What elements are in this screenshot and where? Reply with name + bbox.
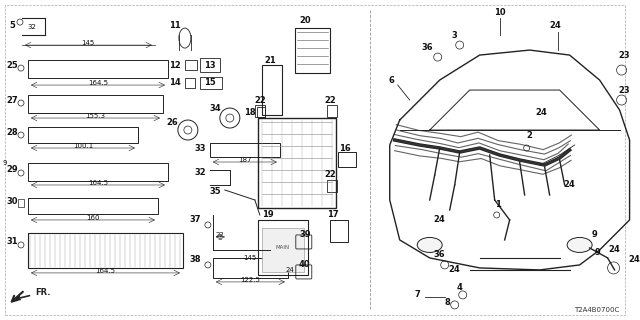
Text: 9: 9 [595,248,600,257]
Bar [330,220,348,242]
Text: 31: 31 [6,237,18,246]
Text: 22: 22 [324,96,335,105]
Text: 3: 3 [452,31,458,40]
Text: 24: 24 [434,215,445,224]
Text: 32: 32 [28,24,36,30]
Text: 24: 24 [550,20,561,29]
Text: 122.5: 122.5 [240,277,260,283]
Text: 35: 35 [209,188,221,196]
Text: 8: 8 [445,299,451,308]
Text: 16: 16 [339,143,351,153]
Bar [295,28,330,73]
Bar [185,78,195,88]
Text: 24: 24 [609,245,620,254]
Bar [18,199,24,207]
Text: 164.5: 164.5 [88,80,108,86]
Text: 2: 2 [527,131,532,140]
Text: 29: 29 [6,165,18,174]
Bar [262,65,282,115]
Text: 164.5: 164.5 [88,180,108,186]
Text: FR.: FR. [17,288,51,300]
Text: 100.1: 100.1 [73,143,93,149]
Bar [327,180,337,192]
Text: 33: 33 [194,143,205,153]
Bar [213,258,288,278]
Text: 40: 40 [299,260,310,269]
Text: 14: 14 [169,77,180,86]
Text: 10: 10 [494,8,506,17]
Bar [255,105,265,117]
Text: 15: 15 [204,77,216,86]
Text: 34: 34 [209,104,221,113]
Bar [185,60,197,70]
Bar [200,58,220,72]
Text: 1: 1 [495,200,500,210]
Text: 11: 11 [169,20,180,29]
Text: 27: 27 [6,96,18,105]
Text: 9: 9 [592,230,598,239]
Text: 32: 32 [194,169,205,178]
Text: 28: 28 [6,127,18,137]
Ellipse shape [567,237,592,252]
Text: 7: 7 [415,291,420,300]
Bar [28,233,183,268]
Text: 36: 36 [422,43,433,52]
Text: 145: 145 [81,40,95,46]
Text: 9: 9 [3,160,7,166]
Text: 187: 187 [238,157,252,163]
Bar [338,152,356,167]
Text: 26: 26 [166,117,178,126]
Text: 23: 23 [619,51,630,60]
Bar [258,118,336,208]
Text: MAIN: MAIN [276,245,290,251]
Bar [257,107,265,117]
Text: 19: 19 [262,211,274,220]
Text: 37: 37 [189,215,200,224]
Text: 13: 13 [204,60,216,69]
Text: 23: 23 [619,85,630,94]
Text: 155.3: 155.3 [85,113,105,119]
Bar [28,127,138,143]
Bar [28,95,163,113]
Text: 18: 18 [244,108,255,116]
Text: 22: 22 [324,171,335,180]
Text: 38: 38 [189,255,200,264]
Text: 39: 39 [299,230,310,239]
Text: 21: 21 [264,56,276,65]
Text: 160: 160 [86,215,100,221]
Ellipse shape [417,237,442,252]
Bar [262,228,304,272]
Bar [28,60,168,78]
Bar [28,198,158,214]
Bar [258,220,308,275]
Bar [210,143,280,157]
Text: T2A4B0700C: T2A4B0700C [574,307,620,313]
Text: 24: 24 [628,255,640,264]
Text: 24: 24 [449,265,461,275]
Text: 17: 17 [327,211,339,220]
Bar [327,105,337,117]
Bar [200,77,222,89]
Text: 20: 20 [299,16,310,25]
Text: 30: 30 [6,197,18,206]
Text: 164.5: 164.5 [95,268,115,274]
Text: 24: 24 [536,108,547,116]
Text: 22: 22 [254,96,266,105]
Text: 24: 24 [285,267,294,273]
Text: 6: 6 [389,76,395,84]
Bar [28,163,168,181]
Text: 5: 5 [9,20,15,29]
Text: 25: 25 [6,60,18,69]
Text: 145: 145 [243,255,257,261]
Text: 4: 4 [457,284,463,292]
Text: 22: 22 [216,232,224,238]
Text: 24: 24 [564,180,575,189]
Text: 12: 12 [169,60,180,69]
Text: 36: 36 [434,251,445,260]
